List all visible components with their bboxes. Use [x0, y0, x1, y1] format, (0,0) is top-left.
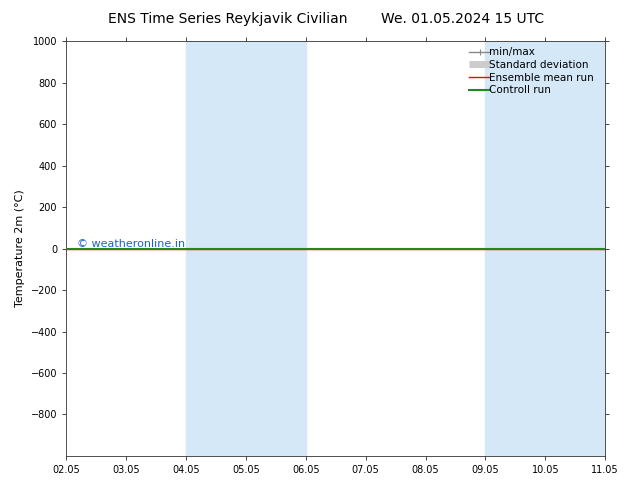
Text: © weatheronline.in: © weatheronline.in — [77, 239, 185, 248]
Text: ENS Time Series Reykjavik Civilian: ENS Time Series Reykjavik Civilian — [108, 12, 348, 26]
Legend: min/max, Standard deviation, Ensemble mean run, Controll run: min/max, Standard deviation, Ensemble me… — [465, 43, 603, 99]
Bar — [186, 41, 306, 456]
Bar — [486, 41, 605, 456]
Text: We. 01.05.2024 15 UTC: We. 01.05.2024 15 UTC — [381, 12, 545, 26]
Y-axis label: Temperature 2m (°C): Temperature 2m (°C) — [15, 190, 25, 307]
